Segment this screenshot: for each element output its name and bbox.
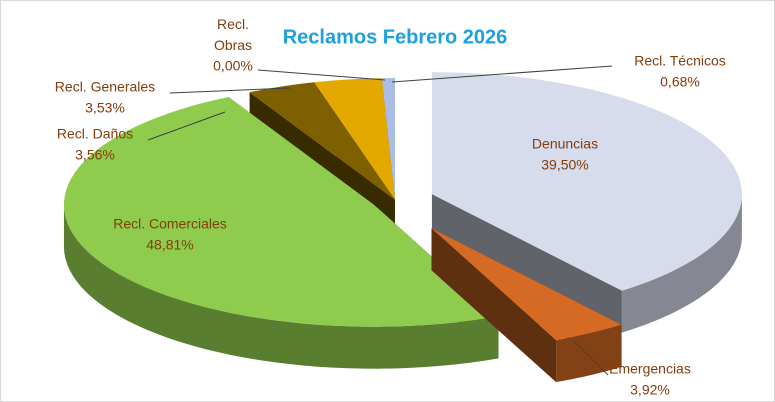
leader-line — [574, 341, 609, 376]
data-label-name: Emergencias — [609, 361, 691, 377]
slice — [431, 228, 622, 341]
slice — [63, 96, 499, 327]
data-label-value: 3,92% — [630, 382, 670, 398]
data-label-name: Recl. Generales — [55, 79, 155, 95]
data-label-name: Recl. Daños — [57, 126, 133, 142]
chart-title: Reclamos Febrero 2026 — [283, 26, 508, 48]
leader-line — [257, 69, 386, 81]
leader-line — [169, 87, 291, 94]
slice-side — [621, 194, 742, 333]
slice-wall — [431, 228, 557, 383]
slice-wall — [431, 194, 622, 333]
leader-line — [391, 65, 613, 83]
slice-side — [556, 324, 622, 383]
data-label-value: 48,81% — [146, 237, 193, 253]
slice — [313, 78, 395, 200]
data-label-value: 0,68% — [660, 74, 700, 90]
data-label-name: Recl. Comerciales — [113, 216, 227, 232]
data-label-name: Recl. Técnicos — [634, 53, 726, 69]
data-label-value: 3,53% — [85, 100, 125, 116]
leader-line — [147, 111, 226, 141]
data-label-name: Denuncias — [532, 136, 598, 152]
data-label-name: Recl. Obras — [214, 16, 252, 53]
slice — [381, 78, 395, 200]
data-label-value: 0,00% — [213, 58, 253, 74]
slice-side — [63, 204, 499, 369]
slice — [431, 72, 742, 291]
slice — [249, 82, 395, 200]
data-label-value: 39,50% — [541, 157, 588, 173]
data-label-value: 3,56% — [75, 147, 115, 163]
